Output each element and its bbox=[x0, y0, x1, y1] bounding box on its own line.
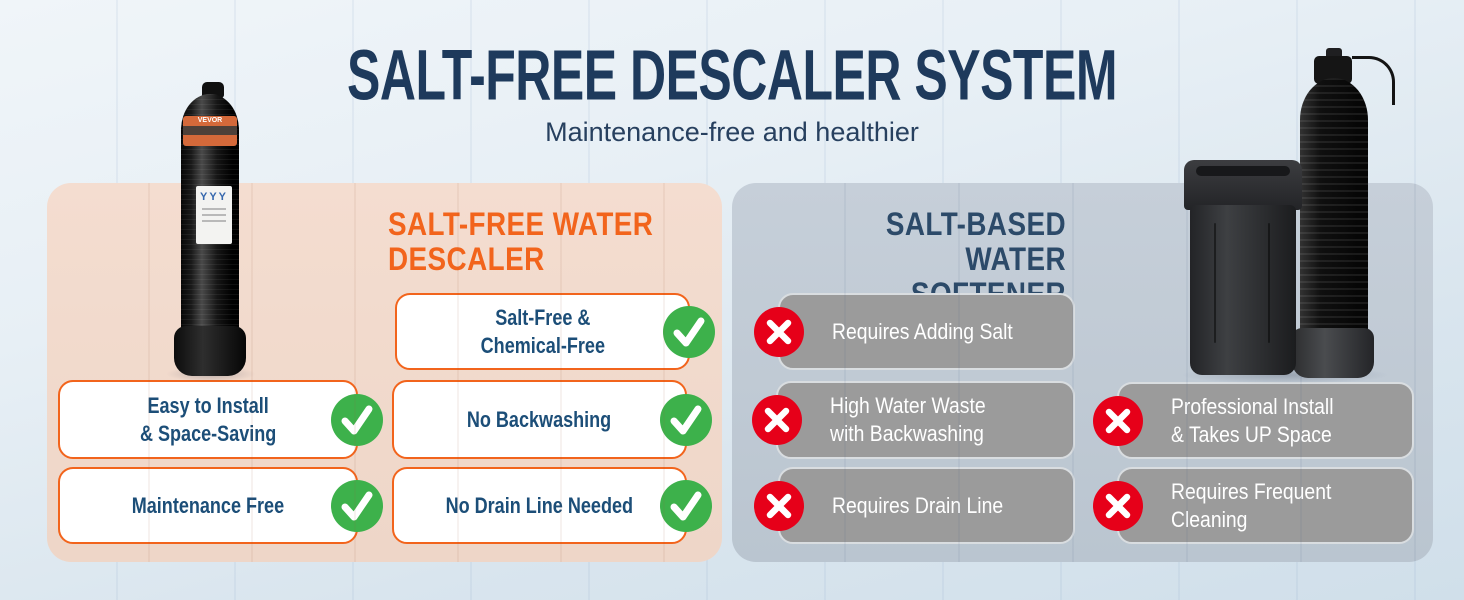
drawback-pill: Requires Adding Salt bbox=[754, 293, 1075, 370]
resin-tank bbox=[1300, 78, 1368, 336]
drawback-pill: High Water Waste with Backwashing bbox=[752, 381, 1075, 459]
check-icon bbox=[663, 305, 715, 358]
cross-icon bbox=[754, 480, 804, 531]
page-subtitle: Maintenance-free and healthier bbox=[545, 117, 919, 147]
benefit-pill: No Drain Line Needed bbox=[392, 467, 712, 544]
descaler-tank-image: VEVOR YYY bbox=[160, 80, 260, 382]
drawback-text: Requires Adding Salt bbox=[832, 318, 1013, 344]
benefit-text: Easy to Install & Space-Saving bbox=[139, 392, 277, 446]
brine-tank-lid bbox=[1184, 160, 1302, 210]
label-line bbox=[202, 214, 226, 216]
benefit-text: Salt-Free & Chemical-Free bbox=[480, 304, 605, 358]
cross-icon bbox=[752, 395, 802, 445]
check-icon bbox=[331, 393, 383, 446]
drawback-pill: Requires Frequent Cleaning bbox=[1093, 467, 1414, 544]
label-line bbox=[202, 208, 226, 210]
cross-icon bbox=[754, 306, 804, 357]
cross-icon bbox=[1093, 395, 1143, 446]
brine-groove bbox=[1268, 223, 1270, 343]
softener-heading: SALT-BASED WATER SOFTENER bbox=[885, 206, 1066, 312]
drawback-text: Professional Install & Takes UP Space bbox=[1171, 393, 1334, 447]
brine-groove bbox=[1214, 223, 1216, 343]
label-line bbox=[202, 220, 226, 222]
check-icon bbox=[660, 393, 712, 446]
tank-brand-label: VEVOR bbox=[183, 116, 237, 146]
brand-text: VEVOR bbox=[197, 117, 223, 124]
tank-spec-label: YYY bbox=[196, 186, 232, 244]
tank-base bbox=[174, 326, 246, 376]
descaler-heading: SALT-FREE WATER DESCALER bbox=[388, 206, 654, 277]
check-icon bbox=[660, 479, 712, 532]
faucet-icons: YYY bbox=[199, 191, 228, 203]
label-stripe bbox=[183, 126, 237, 135]
cross-icon bbox=[1093, 480, 1143, 531]
check-icon bbox=[331, 479, 383, 532]
benefit-text: No Backwashing bbox=[467, 406, 612, 432]
brine-tank bbox=[1190, 205, 1296, 375]
page-title: SALT-FREE DESCALER SYSTEM bbox=[347, 35, 1117, 116]
benefit-text: No Drain Line Needed bbox=[445, 492, 634, 518]
benefit-pill: Easy to Install & Space-Saving bbox=[58, 380, 383, 459]
benefit-text: Maintenance Free bbox=[131, 492, 285, 518]
descaler-panel: SALT-FREE WATER DESCALER Salt-Free & Chem… bbox=[47, 183, 722, 562]
valve-cable bbox=[1352, 56, 1395, 105]
resin-tank-base bbox=[1292, 328, 1374, 378]
benefit-pill: Maintenance Free bbox=[58, 467, 383, 544]
drawback-text: High Water Waste with Backwashing bbox=[830, 393, 986, 446]
benefit-pill: Salt-Free & Chemical-Free bbox=[395, 293, 715, 370]
softener-tanks-image bbox=[1180, 48, 1434, 384]
drawback-text: Requires Drain Line bbox=[832, 492, 1004, 518]
drawback-text: Requires Frequent Cleaning bbox=[1171, 478, 1332, 532]
benefit-pill: No Backwashing bbox=[392, 380, 712, 459]
drawback-pill: Requires Drain Line bbox=[754, 467, 1075, 544]
drawback-pill: Professional Install & Takes UP Space bbox=[1093, 382, 1414, 459]
